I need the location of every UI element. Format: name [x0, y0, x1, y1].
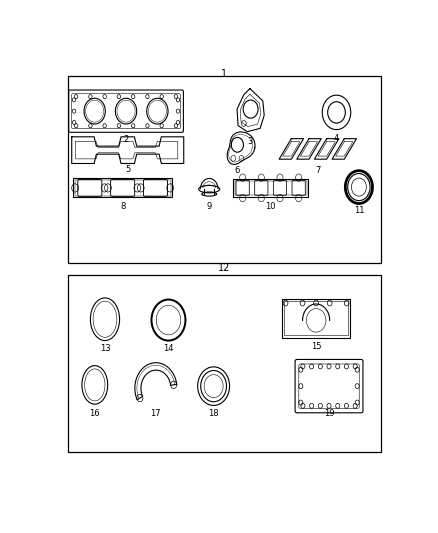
Text: 12: 12 [218, 263, 231, 273]
Bar [75, 180, 170, 196]
Bar [284, 301, 348, 335]
Text: 18: 18 [208, 409, 219, 418]
Bar [235, 181, 307, 195]
Text: 6: 6 [235, 166, 240, 175]
Bar [68, 76, 381, 263]
Text: 11: 11 [353, 206, 364, 215]
Text: 16: 16 [89, 409, 100, 418]
Bar [233, 179, 308, 197]
Text: 17: 17 [151, 409, 161, 418]
Text: 2: 2 [124, 135, 129, 144]
Text: 8: 8 [120, 202, 125, 211]
Bar [74, 179, 172, 197]
Text: 4: 4 [334, 134, 339, 143]
Text: 14: 14 [163, 344, 174, 353]
Bar [282, 299, 350, 338]
Text: 19: 19 [324, 409, 334, 418]
Text: 1: 1 [222, 69, 227, 79]
Text: 10: 10 [265, 202, 276, 211]
Text: 13: 13 [100, 344, 110, 353]
Text: 3: 3 [247, 137, 253, 146]
Text: 5: 5 [125, 165, 131, 174]
Text: 9: 9 [207, 202, 212, 211]
Text: 7: 7 [315, 166, 321, 175]
Bar [68, 276, 381, 452]
Text: 15: 15 [311, 342, 321, 351]
